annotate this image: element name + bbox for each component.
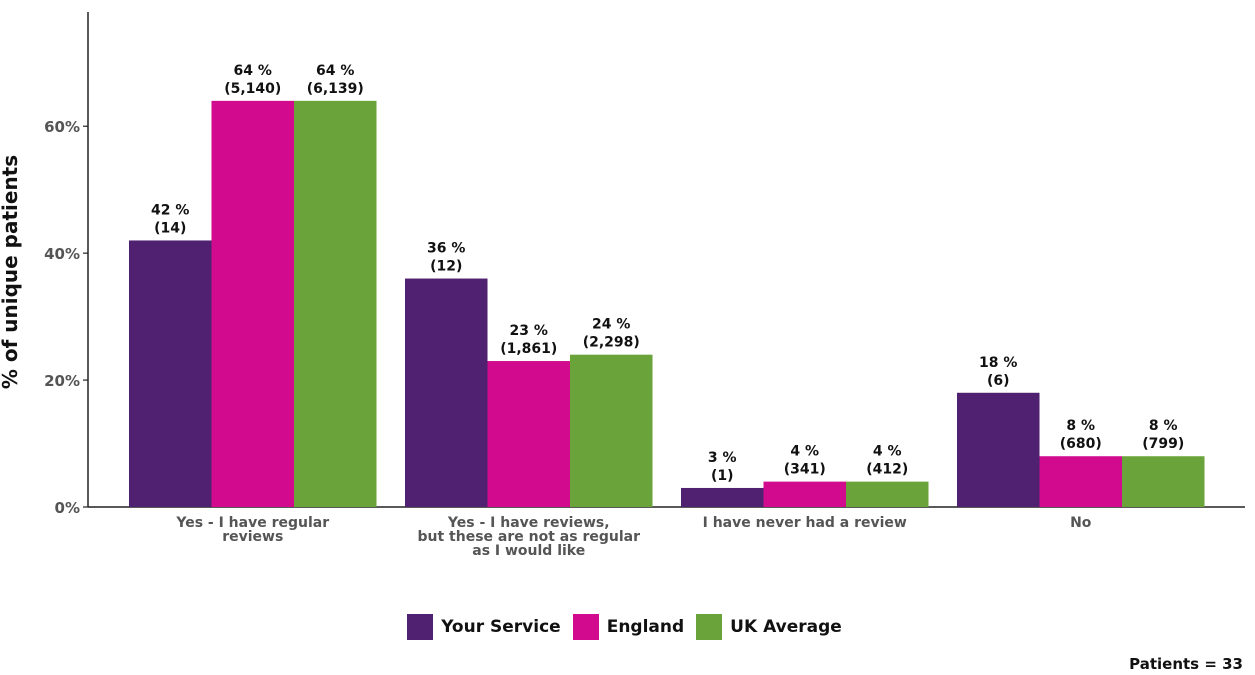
y-tick-label: 20%	[44, 372, 80, 390]
data-label: (14)	[154, 220, 186, 236]
data-label: 23 %	[510, 323, 548, 339]
legend-swatch-uk-average	[696, 614, 723, 640]
bar	[487, 361, 570, 507]
data-label: (6)	[987, 373, 1010, 389]
data-label: (1,861)	[500, 341, 557, 357]
legend-item-your-service: Your Service	[407, 614, 561, 640]
x-tick-label: but these are not as regular	[418, 529, 641, 545]
data-label: 24 %	[592, 317, 630, 333]
data-label: 8 %	[1149, 418, 1178, 434]
legend-label-uk-average: UK Average	[730, 617, 842, 637]
data-label: (341)	[784, 462, 826, 478]
bar	[129, 240, 212, 507]
y-axis-label: % of unique patients	[0, 154, 22, 390]
data-label: (799)	[1142, 436, 1184, 452]
x-tick-label: as I would like	[472, 543, 585, 559]
y-tick-label: 0%	[55, 499, 80, 517]
data-label: 18 %	[979, 355, 1017, 371]
bar	[570, 354, 653, 507]
data-label: (12)	[430, 259, 462, 275]
bar	[681, 487, 764, 507]
data-label: 4 %	[873, 444, 902, 460]
bar	[1122, 456, 1205, 507]
y-tick-label: 40%	[44, 245, 80, 263]
y-tick-label: 60%	[44, 118, 80, 136]
data-label: (1)	[711, 468, 734, 484]
x-tick-label: Yes - I have reviews,	[447, 515, 610, 531]
bar	[957, 392, 1040, 507]
data-label: 3 %	[708, 450, 737, 466]
data-label: (2,298)	[583, 335, 640, 351]
data-label: 8 %	[1066, 418, 1095, 434]
data-label: (6,139)	[307, 81, 364, 97]
legend-swatch-your-service	[407, 614, 434, 640]
legend-swatch-england	[572, 614, 599, 640]
bar	[294, 100, 377, 507]
bar	[405, 278, 488, 507]
data-label: 64 %	[316, 63, 354, 79]
legend-label-your-service: Your Service	[441, 617, 561, 637]
bar	[1039, 456, 1122, 507]
bar	[763, 481, 846, 507]
legend: Your Service England UK Average	[0, 614, 1255, 640]
data-label: 36 %	[427, 241, 465, 257]
data-label: 4 %	[790, 444, 819, 460]
bar-chart: 0% 20% 40% 60% 42 % (14) 64 % (5,140) 64 % (6,139…	[44, 12, 1245, 559]
data-label: (680)	[1060, 436, 1102, 452]
bar	[846, 481, 929, 507]
bar	[211, 100, 294, 507]
legend-item-england: England	[572, 614, 685, 640]
legend-item-uk-average: UK Average	[696, 614, 842, 640]
data-label: 42 %	[151, 202, 189, 218]
x-tick-label: No	[1070, 515, 1092, 531]
legend-label-england: England	[606, 617, 685, 637]
x-tick-label: I have never had a review	[703, 515, 907, 531]
x-tick-label: reviews	[222, 529, 283, 545]
data-label: (5,140)	[224, 81, 281, 97]
x-tick-label: Yes - I have regular	[175, 515, 329, 531]
patients-count: Patients = 33	[1129, 655, 1243, 673]
data-label: (412)	[866, 462, 908, 478]
data-label: 64 %	[234, 63, 272, 79]
